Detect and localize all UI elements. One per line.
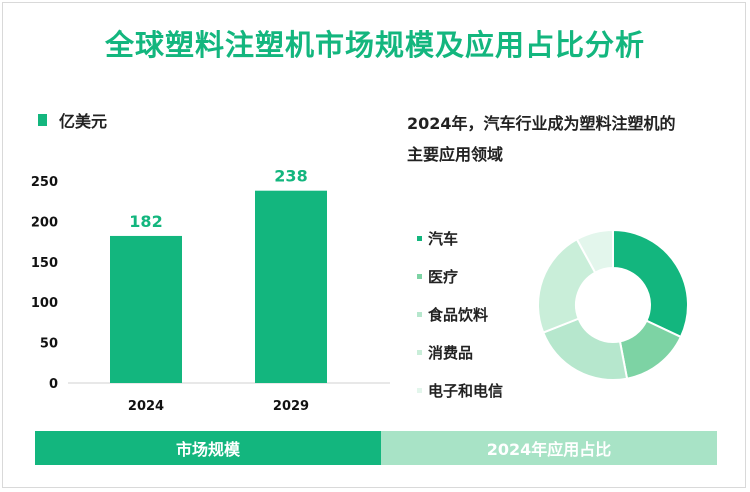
bar-value-label: 182 [129, 212, 162, 231]
legend-label: 消费品 [428, 343, 474, 362]
y-tick-label: 0 [49, 377, 58, 392]
legend-swatch [38, 114, 47, 126]
y-tick-label: 200 [31, 215, 58, 230]
legend-dot [417, 387, 422, 393]
legend-dot [417, 235, 422, 241]
y-tick-label: 150 [31, 256, 58, 271]
donut-legend: 汽车 医疗 食品饮料 消费品 电子和电信 [417, 219, 503, 409]
x-tick-label: 2024 [128, 399, 164, 414]
donut-title: 2024年，汽车行业成为塑料注塑机的 主要应用领域 [407, 108, 727, 170]
legend-label: 电子和电信 [428, 381, 504, 400]
figure-frame [2, 2, 746, 488]
bar-legend: 亿美元 [38, 108, 107, 132]
footer-market-size: 市场规模 [35, 431, 381, 465]
donut-slice-0 [612, 228, 689, 339]
footer-application-share: 2024年应用占比 [381, 431, 717, 465]
bar-value-label: 238 [274, 167, 307, 186]
y-tick-label: 250 [31, 175, 58, 190]
legend-unit-label: 亿美元 [59, 112, 108, 131]
y-tick-label: 100 [31, 296, 58, 311]
legend-dot [417, 273, 422, 279]
bar-chart: 0 50 100 150 200 250 182 2024 238 2029 [31, 167, 390, 414]
legend-item-automotive: 汽车 [417, 219, 503, 257]
bar-2029 [255, 190, 327, 383]
y-tick-label: 50 [40, 337, 58, 352]
legend-label: 食品饮料 [428, 305, 489, 324]
legend-dot [417, 311, 422, 317]
donut-slice-4 [575, 228, 614, 274]
legend-label: 汽车 [428, 229, 459, 248]
page-title: 全球塑料注塑机市场规模及应用占比分析 [104, 28, 645, 62]
x-tick-label: 2029 [273, 399, 309, 414]
legend-dot [417, 349, 422, 355]
legend-item-medical: 医疗 [417, 257, 503, 295]
bar-2024 [110, 235, 182, 383]
donut-slice-3 [537, 237, 597, 334]
legend-item-food-beverage: 食品饮料 [417, 295, 503, 333]
legend-item-consumer-goods: 消费品 [417, 333, 503, 371]
legend-item-electronics: 电子和电信 [417, 371, 503, 409]
legend-label: 医疗 [428, 267, 459, 286]
donut-title-line-2: 主要应用领域 [407, 145, 504, 164]
donut-chart [537, 228, 689, 381]
donut-title-line-1: 2024年，汽车行业成为塑料注塑机的 [407, 114, 676, 133]
